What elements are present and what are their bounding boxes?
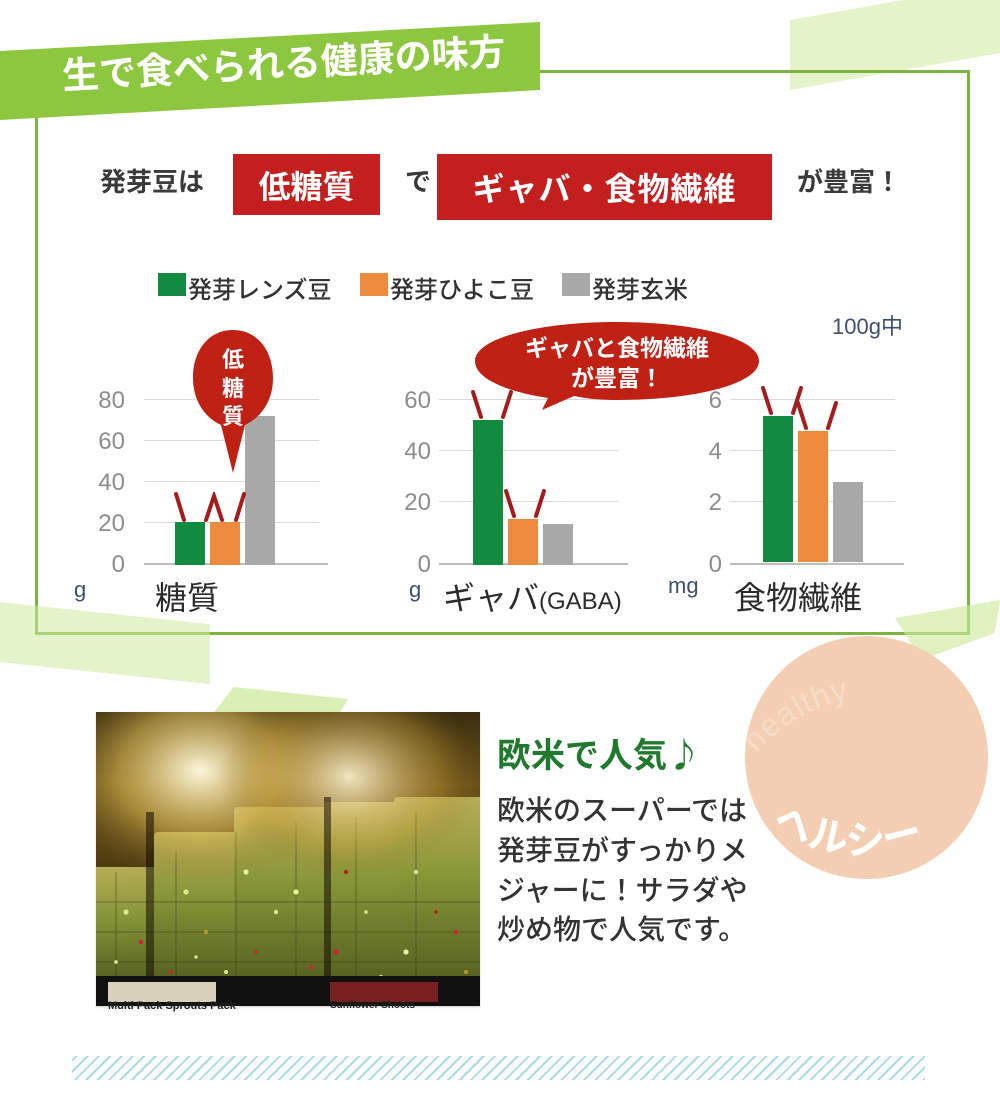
svg-text:healthy: healthy: [745, 671, 852, 758]
